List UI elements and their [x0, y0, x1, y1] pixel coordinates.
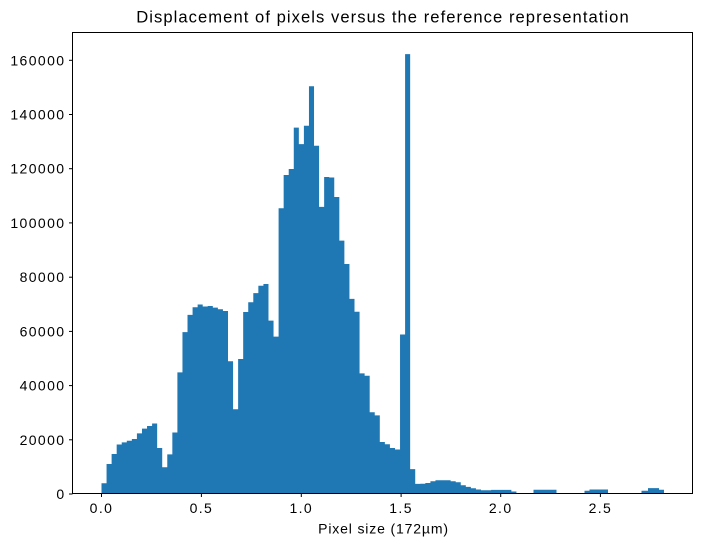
svg-text:100000: 100000 [10, 215, 65, 231]
svg-text:Pixel size (172µm): Pixel size (172µm) [318, 521, 449, 537]
svg-text:160000: 160000 [10, 52, 65, 68]
svg-text:1.5: 1.5 [389, 500, 413, 516]
svg-text:60000: 60000 [20, 323, 66, 339]
svg-text:1.0: 1.0 [289, 500, 313, 516]
svg-text:0.5: 0.5 [190, 500, 214, 516]
svg-text:80000: 80000 [20, 269, 66, 285]
svg-text:2.0: 2.0 [489, 500, 513, 516]
svg-text:0: 0 [56, 486, 65, 502]
svg-text:40000: 40000 [20, 378, 66, 394]
svg-text:20000: 20000 [20, 432, 66, 448]
svg-text:2.5: 2.5 [589, 500, 613, 516]
svg-text:120000: 120000 [10, 161, 65, 177]
svg-text:140000: 140000 [10, 107, 65, 123]
svg-text:0.0: 0.0 [90, 500, 114, 516]
svg-text:Displacement of pixels versus: Displacement of pixels versus the refere… [136, 7, 629, 26]
